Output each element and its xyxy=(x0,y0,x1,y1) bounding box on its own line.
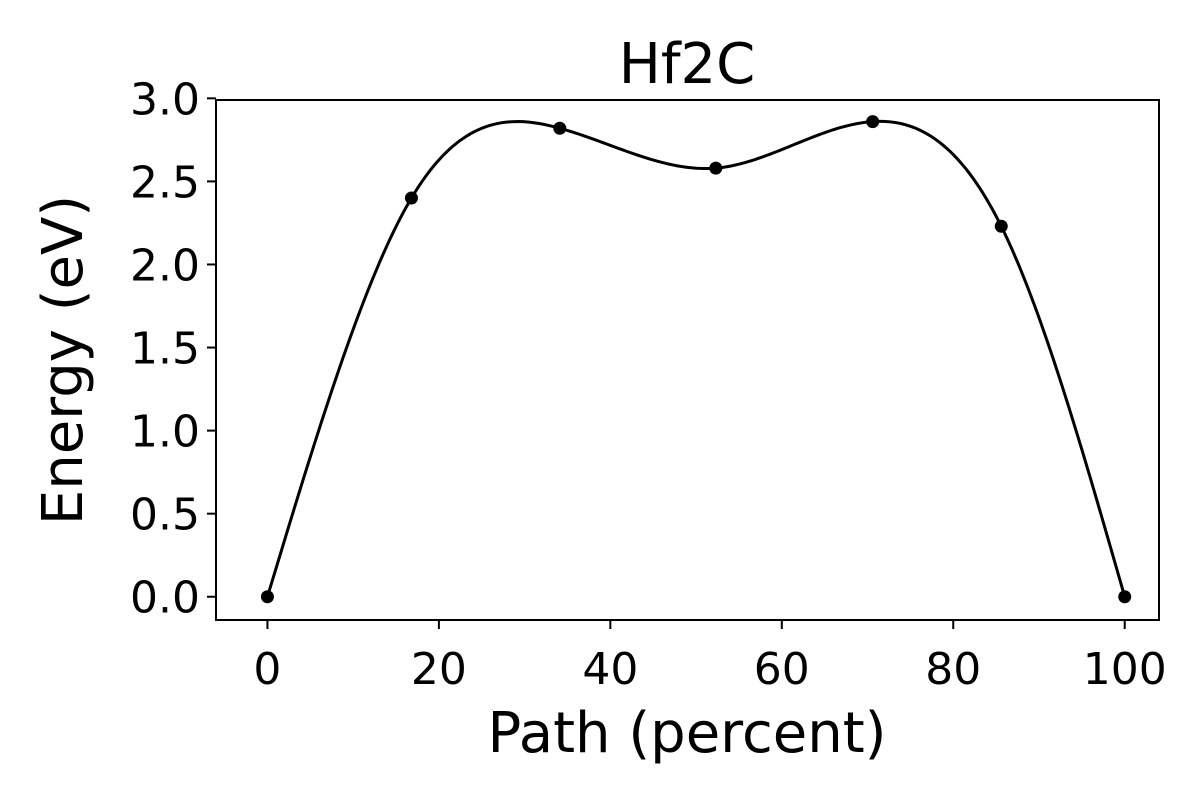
y-tick-label: 2.0 xyxy=(130,240,200,291)
y-tick-label: 0.5 xyxy=(130,490,200,541)
y-tick-label: 3.0 xyxy=(130,74,200,125)
y-tick-label: 1.5 xyxy=(130,324,200,375)
x-tick-label: 80 xyxy=(925,644,981,695)
x-tick-label: 60 xyxy=(754,644,810,695)
data-point xyxy=(404,191,418,205)
y-axis-ticks: 0.0 0.5 1.0 1.5 2.0 2.5 3.0 xyxy=(130,74,216,624)
data-point xyxy=(866,115,880,129)
data-point xyxy=(709,161,723,175)
data-points xyxy=(260,115,1132,604)
x-tick-label: 100 xyxy=(1083,644,1167,695)
data-point xyxy=(994,219,1008,233)
y-tick-label: 0.0 xyxy=(130,573,200,624)
x-axis-label: Path (percent) xyxy=(488,701,887,766)
x-axis-ticks: 0 20 40 60 80 100 xyxy=(253,620,1167,695)
chart-title: Hf2C xyxy=(619,32,756,97)
y-axis-label: Energy (eV) xyxy=(31,195,96,525)
x-tick-label: 20 xyxy=(411,644,467,695)
y-tick-label: 1.0 xyxy=(130,407,200,458)
plot-frame xyxy=(215,99,1160,621)
data-point xyxy=(260,590,274,604)
x-tick-label: 40 xyxy=(582,644,638,695)
data-point xyxy=(1118,590,1132,604)
y-tick-label: 2.5 xyxy=(130,157,200,208)
energy-curve xyxy=(266,119,1127,598)
x-tick-label: 0 xyxy=(253,644,281,695)
data-point xyxy=(553,121,567,135)
